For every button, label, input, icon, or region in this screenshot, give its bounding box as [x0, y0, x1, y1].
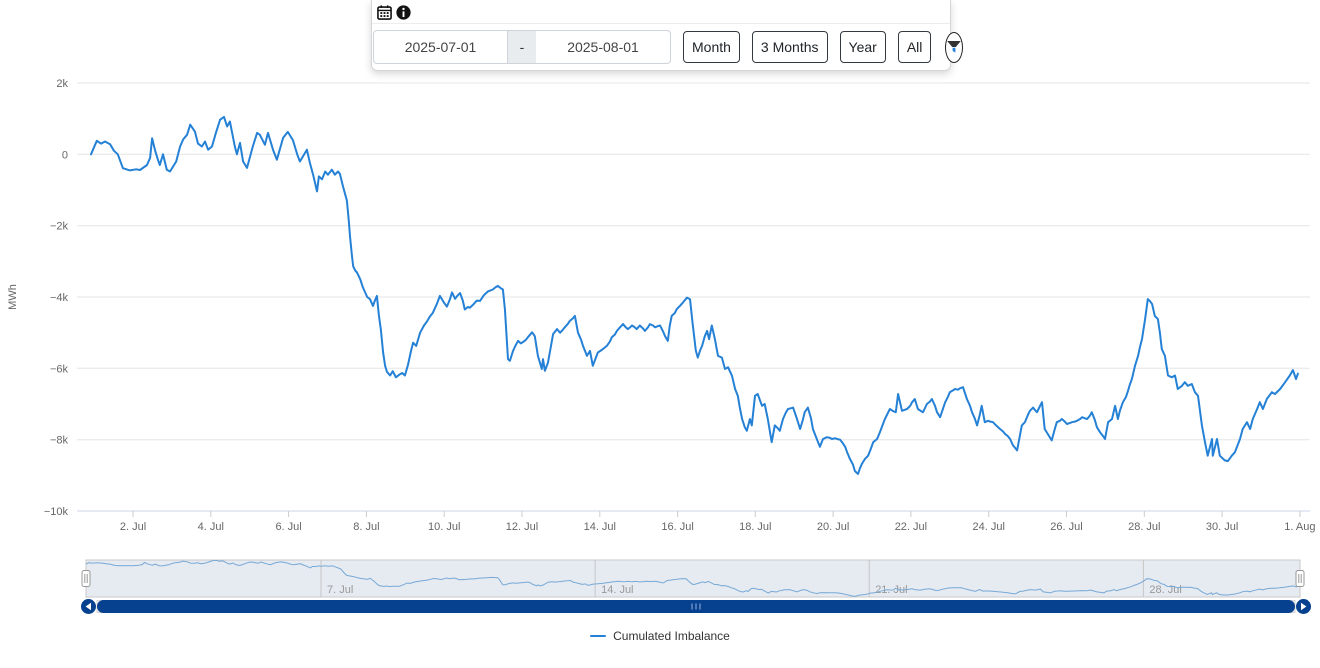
- y-tick-label: −6k: [50, 363, 69, 375]
- navigator-handle-left[interactable]: [81, 570, 91, 587]
- cumulated-imbalance-chart: 2k 0 −2k −4k −6k −8k −10k MWh 2. Jul 4. Jul 6. Ju…: [7, 78, 1316, 614]
- navigator-tick-label: 7. Jul: [327, 584, 353, 596]
- x-tick-label: 12. Jul: [506, 521, 538, 533]
- x-tick-label: 10. Jul: [428, 521, 460, 533]
- y-tick-label: −2k: [50, 221, 69, 233]
- x-tick-label: 14. Jul: [584, 521, 616, 533]
- date-range-panel: - Month 3 Months Year All: [371, 0, 964, 71]
- navigator-tick-label: 14. Jul: [601, 584, 633, 596]
- y-tick-label: −8k: [50, 435, 69, 447]
- x-tick-label: 28. Jul: [1128, 521, 1160, 533]
- date-to-input[interactable]: [536, 30, 671, 64]
- x-tick-label: 16. Jul: [661, 521, 693, 533]
- date-from-input[interactable]: [373, 30, 508, 64]
- x-tick-label: 4. Jul: [198, 521, 224, 533]
- funnel-icon: [947, 41, 962, 53]
- x-tick-label: 30. Jul: [1206, 521, 1238, 533]
- date-range-separator: -: [508, 30, 536, 64]
- panel-header: [372, 0, 950, 24]
- x-tick-label: 6. Jul: [275, 521, 301, 533]
- y-tick-label: −4k: [50, 292, 69, 304]
- x-tick-label: 20. Jul: [817, 521, 849, 533]
- x-axis: 2. Jul 4. Jul 6. Jul 8. Jul 10. Jul 12. Jul 14…: [77, 510, 1316, 533]
- navigator-series-line: [85, 559, 1299, 597]
- navigator-handle-right[interactable]: [1295, 570, 1305, 587]
- info-icon[interactable]: [396, 5, 411, 20]
- range-button-year[interactable]: Year: [839, 31, 886, 63]
- y-axis-labels: 2k 0 −2k −4k −6k −8k −10k MWh: [7, 78, 68, 518]
- legend-line-marker: [590, 634, 607, 638]
- chart-legend: Cumulated Imbalance: [0, 629, 1320, 643]
- range-button-3-months[interactable]: 3 Months: [751, 31, 828, 63]
- navigator-selected-range[interactable]: [85, 559, 1301, 598]
- y-tick-label: 2k: [56, 78, 68, 90]
- navigator[interactable]: 7. Jul 14. Jul 21. Jul 28. Jul: [81, 559, 1305, 598]
- y-axis-title: MWh: [7, 284, 19, 310]
- y-tick-label: 0: [62, 149, 68, 161]
- scrollbar[interactable]: [81, 599, 1311, 614]
- x-tick-label: 24. Jul: [972, 521, 1004, 533]
- legend-label: Cumulated Imbalance: [613, 629, 730, 643]
- legend-item-cumulated-imbalance[interactable]: Cumulated Imbalance: [590, 629, 730, 643]
- x-tick-label: 2. Jul: [120, 521, 146, 533]
- series-group: [90, 115, 1299, 475]
- x-tick-label: 8. Jul: [353, 521, 379, 533]
- calendar-icon: [377, 5, 392, 20]
- range-button-month[interactable]: Month: [683, 31, 740, 63]
- x-tick-label: 1. Aug: [1284, 521, 1315, 533]
- range-button-all[interactable]: All: [897, 31, 932, 63]
- navigator-tick-label: 28. Jul: [1149, 584, 1181, 596]
- scrollbar-left-button[interactable]: [81, 599, 96, 614]
- panel-controls: - Month 3 Months Year All: [372, 24, 964, 70]
- x-tick-label: 18. Jul: [739, 521, 771, 533]
- date-range-inputs: -: [373, 30, 671, 64]
- y-tick-label: −10k: [44, 506, 69, 518]
- x-tick-label: 22. Jul: [895, 521, 927, 533]
- cumulated-imbalance-line: [90, 115, 1299, 475]
- x-tick-label: 26. Jul: [1050, 521, 1082, 533]
- y-gridlines: [77, 82, 1310, 512]
- scrollbar-right-button[interactable]: [1296, 599, 1311, 614]
- filter-button[interactable]: [945, 31, 964, 63]
